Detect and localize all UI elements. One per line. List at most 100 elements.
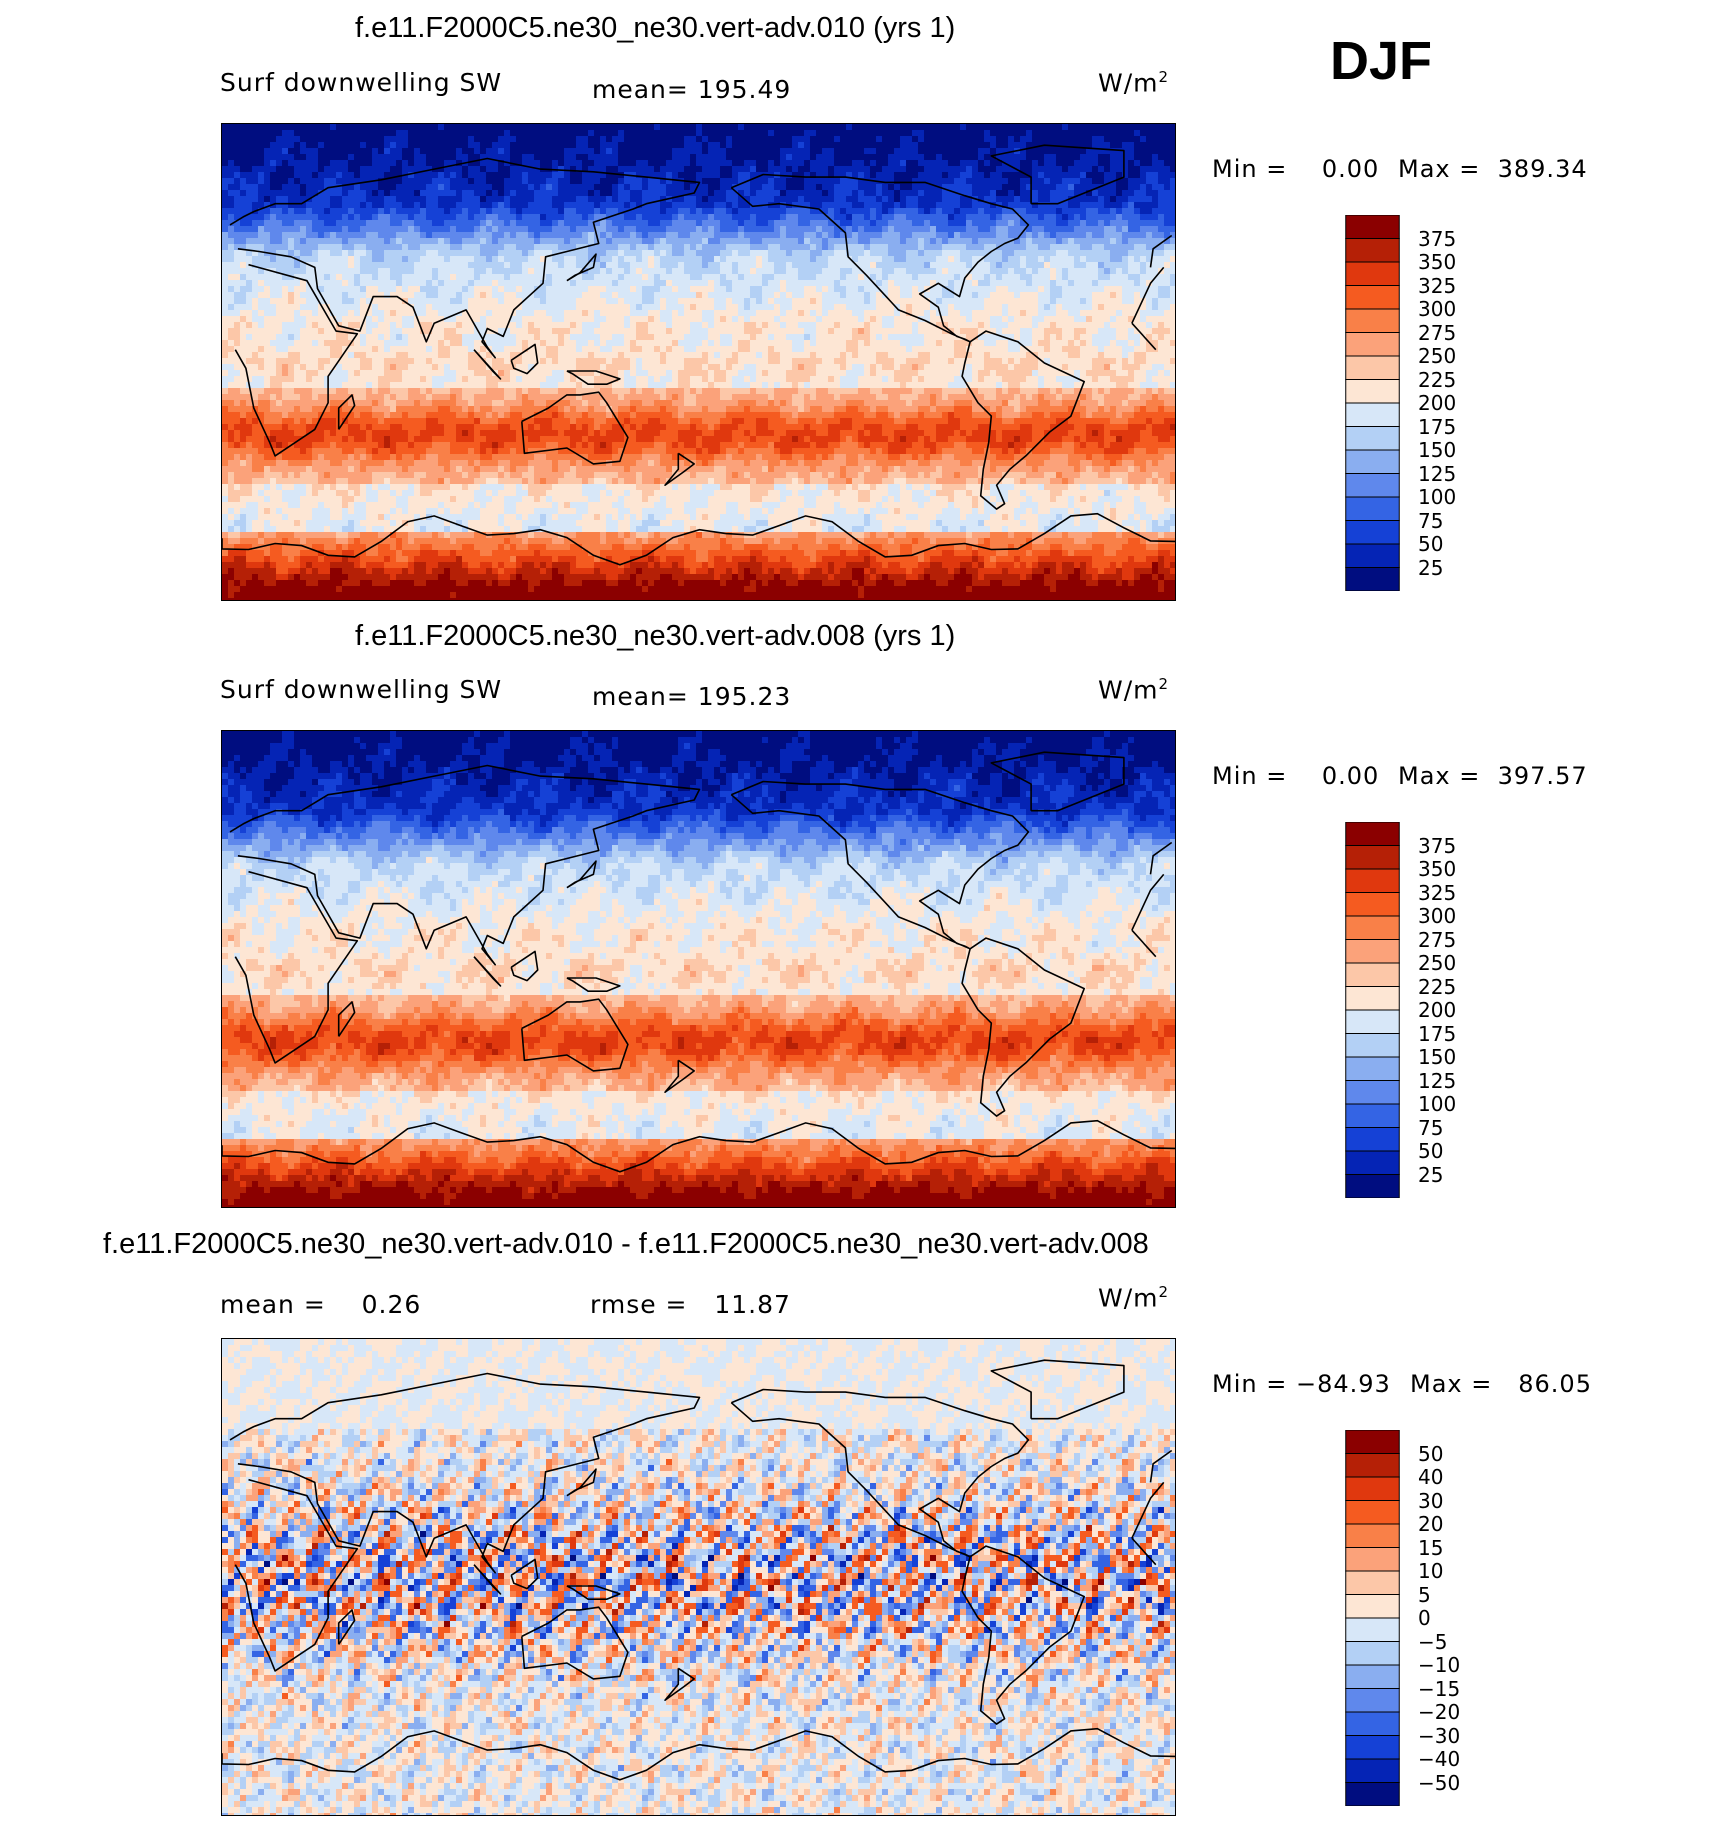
panel-2-map [221, 730, 1176, 1208]
colorbar-swatch [1345, 1641, 1400, 1666]
colorbar-swatch [1345, 868, 1400, 893]
panel-2-max: Max = 397.57 [1398, 762, 1588, 790]
mean-value: 0.26 [362, 1290, 422, 1319]
panel-3-colorbar [1345, 1430, 1400, 1806]
colorbar-swatch [1345, 1664, 1400, 1689]
colorbar-tick-label: 50 [1418, 1139, 1443, 1163]
min-label: Min = [1212, 1370, 1287, 1398]
max-value: 86.05 [1518, 1370, 1592, 1398]
coastline-path [337, 1609, 356, 1645]
panel-1-map [221, 123, 1176, 601]
colorbar-swatch [1345, 1570, 1400, 1595]
season-label: DJF [1330, 30, 1432, 92]
coastlines [222, 751, 1175, 1173]
panel-2-colorbar-svg [1345, 822, 1400, 1198]
coastline-path [510, 950, 539, 982]
coastline-path [566, 253, 597, 282]
min-label: Min = [1212, 762, 1287, 790]
colorbar-tick-label: −50 [1418, 1771, 1460, 1795]
colorbar-tick-label: 125 [1418, 1069, 1456, 1093]
coastline-path [664, 1667, 695, 1701]
colorbar-swatch [1345, 308, 1400, 333]
colorbar-tick-label: −30 [1418, 1724, 1460, 1748]
panel-1-max: Max = 389.34 [1398, 155, 1588, 183]
colorbar-swatch [1345, 1547, 1400, 1572]
panel-3-min: Min = −84.93 [1212, 1370, 1391, 1398]
colorbar-tick-label: 250 [1418, 344, 1456, 368]
field-cells [222, 731, 1175, 1207]
colorbar-swatch [1345, 520, 1400, 545]
colorbar-swatch [1345, 1033, 1400, 1058]
colorbar-tick-label: 50 [1418, 1442, 1443, 1466]
coastline-path [730, 780, 1030, 950]
colorbar-tick-label: 15 [1418, 1536, 1443, 1560]
panel-3-map-svg [222, 1339, 1175, 1815]
colorbar-tick-label: 0 [1418, 1606, 1431, 1630]
colorbar-tick-label: 350 [1418, 250, 1456, 274]
coastline-path [664, 1059, 695, 1093]
colorbar-tick-label: 200 [1418, 998, 1456, 1022]
units-text: W/m [1098, 675, 1159, 704]
coastline-path [730, 1388, 1030, 1558]
colorbar-swatch [1345, 332, 1400, 357]
colorbar-tick-label: 175 [1418, 1022, 1456, 1046]
colorbar-swatch [1345, 1758, 1400, 1783]
panel-3-map [221, 1338, 1176, 1816]
colorbar-tick-label: 75 [1418, 1116, 1443, 1140]
colorbar-swatch [1345, 215, 1400, 239]
units-exponent: 2 [1159, 68, 1170, 86]
colorbar-tick-label: −15 [1418, 1677, 1460, 1701]
panel-3-title: f.e11.F2000C5.ne30_ne30.vert-adv.010 - f… [103, 1228, 1149, 1261]
panel-1-min: Min = 0.00 [1212, 155, 1379, 183]
units-exponent: 2 [1159, 1283, 1170, 1301]
field-cells [222, 1339, 1175, 1815]
coastline-path [990, 144, 1125, 205]
colorbar-tick-label: 175 [1418, 415, 1456, 439]
panel-3-max: Max = 86.05 [1410, 1370, 1592, 1398]
colorbar-tick-label: 275 [1418, 928, 1456, 952]
colorbar-tick-label: 50 [1418, 532, 1443, 556]
panel-2-units: W/m2 [1098, 675, 1169, 704]
colorbar-tick-label: 5 [1418, 1583, 1431, 1607]
colorbar-tick-label: 100 [1418, 1092, 1456, 1116]
coastline-path [337, 1001, 356, 1037]
coastline-path [521, 1606, 629, 1680]
colorbar-tick-label: 250 [1418, 951, 1456, 975]
colorbar-swatch [1345, 939, 1400, 964]
panel-1-map-svg [222, 124, 1175, 600]
mean-label: mean = [220, 1290, 326, 1319]
colorbar-swatch [1345, 355, 1400, 380]
colorbar-swatch [1345, 496, 1400, 521]
min-value: −84.93 [1296, 1370, 1391, 1398]
colorbar-tick-label: 225 [1418, 975, 1456, 999]
colorbar-tick-label: 20 [1418, 1512, 1443, 1536]
coastline-path [473, 1564, 502, 1595]
coastline-path [234, 1478, 1165, 1672]
colorbar-swatch [1345, 845, 1400, 870]
colorbar-swatch [1345, 1150, 1400, 1175]
panel-1-colorbar [1345, 215, 1400, 591]
colorbar-swatch [1345, 1594, 1400, 1619]
panel-2-min: Min = 0.00 [1212, 762, 1379, 790]
max-label: Max = [1410, 1370, 1492, 1398]
max-label: Max = [1398, 155, 1480, 183]
colorbar-swatch [1345, 1500, 1400, 1525]
colorbar-swatch [1345, 962, 1400, 987]
max-value: 389.34 [1498, 155, 1588, 183]
colorbar-swatch [1345, 1103, 1400, 1128]
panel-3-rmse: rmse = 11.87 [590, 1290, 791, 1319]
coastline-path [961, 330, 1085, 510]
colorbar-tick-label: −40 [1418, 1747, 1460, 1771]
coastline-path [566, 860, 597, 889]
panel-1-title: f.e11.F2000C5.ne30_ne30.vert-adv.010 (yr… [355, 12, 955, 45]
colorbar-swatch [1345, 1688, 1400, 1713]
colorbar-swatch [1345, 1735, 1400, 1760]
colorbar-tick-label: 300 [1418, 297, 1456, 321]
coastline-path [566, 977, 621, 992]
colorbar-swatch [1345, 822, 1400, 846]
rmse-label: rmse = [590, 1290, 688, 1319]
coastline-path [473, 956, 502, 987]
panel-1-colorbar-svg [1345, 215, 1400, 591]
colorbar-swatch [1345, 1080, 1400, 1105]
colorbar-tick-label: 25 [1418, 1163, 1443, 1187]
